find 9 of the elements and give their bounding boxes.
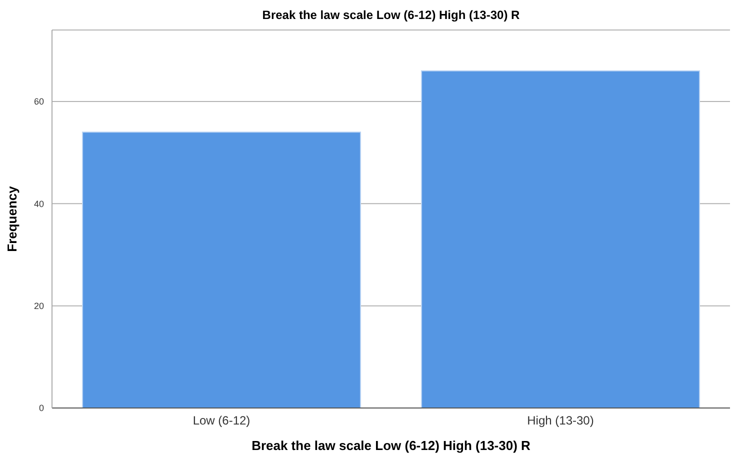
y-tick-label: 60 xyxy=(34,96,44,107)
x-axis-title: Break the law scale Low (6-12) High (13-30) R xyxy=(252,438,532,453)
y-tick-label: 40 xyxy=(34,198,44,209)
x-tick-label: High (13-30) xyxy=(527,414,594,428)
x-tick-label: Low (6-12) xyxy=(192,414,250,428)
y-tick-label: 20 xyxy=(34,301,44,312)
y-tick-label: 0 xyxy=(38,403,44,414)
chart-title: Break the law scale Low (6-12) High (13-30) R xyxy=(261,8,521,22)
y-axis-title: Frequency xyxy=(4,185,20,252)
